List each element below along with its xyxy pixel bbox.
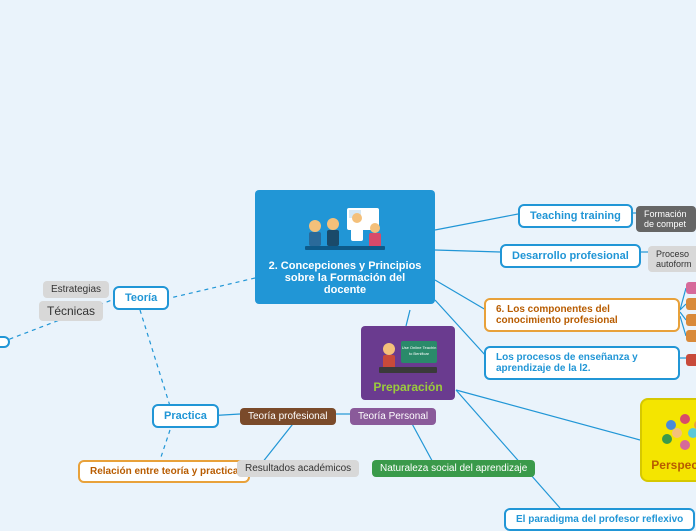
node-componentes[interactable]: 6. Los componentes del conocimiento prof… <box>484 298 680 332</box>
mini-2[interactable] <box>686 314 696 326</box>
chip-3[interactable]: Teoría Personal <box>350 408 436 425</box>
perspectiva-label: Perspectiva <box>650 458 696 472</box>
node-leftcut[interactable] <box>0 336 10 348</box>
mindmap-canvas: 2. Concepciones y Principios sobre la Fo… <box>0 0 696 520</box>
mini-1[interactable] <box>686 298 696 310</box>
node-teoria[interactable]: Teoría <box>113 286 169 310</box>
preparacion-illustration: Use Online Teachin to Benificar <box>367 332 449 378</box>
chip-0[interactable]: Estrategias <box>43 281 109 298</box>
mini-4[interactable] <box>686 354 696 366</box>
node-desarrollo[interactable]: Desarrollo profesional <box>500 244 641 268</box>
central-illustration <box>265 198 425 256</box>
chip-1[interactable]: Técnicas <box>39 301 103 321</box>
central-node[interactable]: 2. Concepciones y Principios sobre la Fo… <box>255 190 435 304</box>
perspectiva-illustration <box>650 408 696 454</box>
node-practica[interactable]: Practica <box>152 404 219 428</box>
central-title: 2. Concepciones y Principios sobre la Fo… <box>265 260 425 296</box>
svg-text:Use Online Teachin: Use Online Teachin <box>402 345 437 350</box>
chip-4[interactable]: Resultados académicos <box>237 460 359 477</box>
node-relacion[interactable]: Relación entre teoría y practica <box>78 460 250 483</box>
chip-2[interactable]: Teoría profesional <box>240 408 336 425</box>
chip-5[interactable]: Naturaleza social del aprendizaje <box>372 460 535 477</box>
mini-0[interactable] <box>686 282 696 294</box>
preparacion-node[interactable]: Use Online Teachin to Benificar Preparac… <box>361 326 455 400</box>
chip-7[interactable]: Proceso autoform <box>648 246 696 272</box>
node-procesos[interactable]: Los procesos de enseñanza y aprendizaje … <box>484 346 680 380</box>
node-teaching[interactable]: Teaching training <box>518 204 633 228</box>
perspectiva-node[interactable]: Perspectiva <box>640 398 696 482</box>
chip-6[interactable]: Formación de compet <box>636 206 696 232</box>
svg-text:to Benificar: to Benificar <box>409 351 430 356</box>
preparacion-label: Preparación <box>367 380 449 394</box>
mini-3[interactable] <box>686 330 696 342</box>
